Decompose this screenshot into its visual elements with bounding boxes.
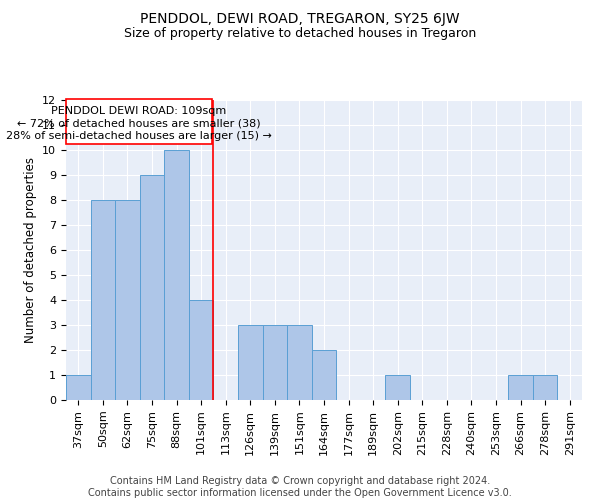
Bar <box>189 300 214 400</box>
Text: ← 72% of detached houses are smaller (38): ← 72% of detached houses are smaller (38… <box>17 118 261 128</box>
Text: Contains HM Land Registry data © Crown copyright and database right 2024.
Contai: Contains HM Land Registry data © Crown c… <box>88 476 512 498</box>
Text: PENDDOL DEWI ROAD: 109sqm: PENDDOL DEWI ROAD: 109sqm <box>52 106 227 117</box>
FancyBboxPatch shape <box>66 99 212 144</box>
Bar <box>263 325 287 400</box>
Bar <box>385 375 410 400</box>
Bar <box>238 325 263 400</box>
Bar <box>66 375 91 400</box>
Bar <box>312 350 336 400</box>
Text: Size of property relative to detached houses in Tregaron: Size of property relative to detached ho… <box>124 28 476 40</box>
Bar <box>140 175 164 400</box>
Text: 28% of semi-detached houses are larger (15) →: 28% of semi-detached houses are larger (… <box>6 130 272 140</box>
Bar <box>115 200 140 400</box>
Bar <box>287 325 312 400</box>
Text: PENDDOL, DEWI ROAD, TREGARON, SY25 6JW: PENDDOL, DEWI ROAD, TREGARON, SY25 6JW <box>140 12 460 26</box>
Bar <box>533 375 557 400</box>
Y-axis label: Number of detached properties: Number of detached properties <box>23 157 37 343</box>
Bar <box>508 375 533 400</box>
Bar <box>164 150 189 400</box>
Bar <box>91 200 115 400</box>
